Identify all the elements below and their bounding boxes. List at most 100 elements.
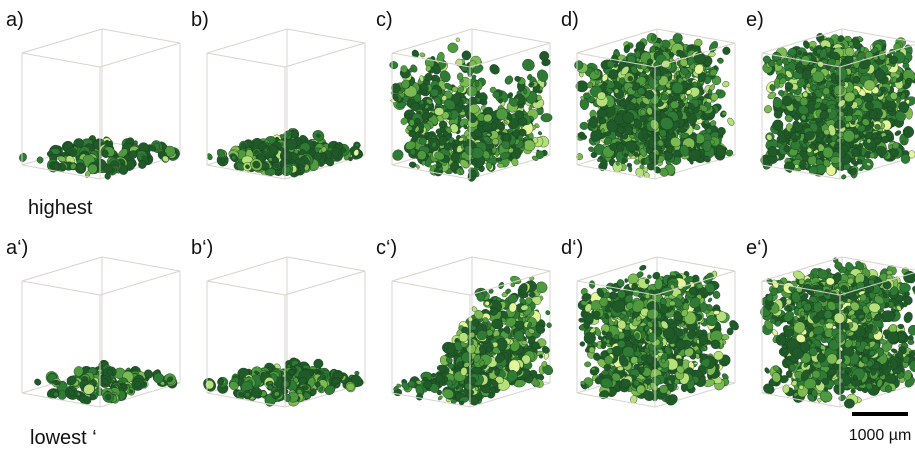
blob (644, 140, 649, 147)
blob (901, 154, 910, 164)
blob (245, 392, 250, 397)
blob (722, 47, 730, 55)
blob (432, 142, 437, 148)
cube-edge (207, 281, 285, 295)
volume (389, 37, 552, 182)
blob (843, 130, 855, 142)
panel: b‘) (191, 237, 365, 409)
blob (717, 57, 724, 64)
cube-edge (287, 29, 365, 43)
blob (503, 74, 514, 86)
blob (763, 104, 773, 114)
panel-label: d) (561, 9, 579, 31)
panel: e) (746, 9, 915, 180)
blob (18, 152, 27, 162)
volume (573, 31, 735, 179)
panel: c‘) (376, 237, 555, 407)
blob (647, 163, 655, 171)
blob (437, 365, 446, 372)
panels: a)b)c)d)e)a‘)b‘)c‘)d‘)e‘) (6, 9, 915, 409)
blob (390, 148, 405, 163)
blob (389, 61, 399, 70)
blob (409, 161, 417, 168)
cube-edge (102, 257, 180, 271)
cube-edge (100, 271, 180, 295)
panel: c) (376, 9, 552, 183)
blob (823, 88, 830, 96)
panel-label: c) (376, 9, 393, 31)
blob (103, 149, 109, 157)
blob (763, 55, 771, 63)
cube-edge (207, 257, 287, 281)
blob (475, 80, 479, 87)
blob (537, 131, 542, 136)
cube-edge (22, 53, 100, 67)
blob (707, 40, 719, 54)
blob (777, 135, 786, 143)
blob (902, 141, 906, 146)
blob (905, 78, 913, 85)
panel-label: b‘) (191, 237, 213, 259)
blob (457, 73, 463, 81)
panel: d) (561, 9, 735, 179)
blob (514, 76, 521, 82)
cube-edge (22, 29, 102, 53)
blob (635, 105, 641, 110)
blob (619, 100, 625, 107)
blob (33, 378, 42, 387)
blob (601, 159, 608, 168)
blob (434, 107, 444, 115)
figure: a)b)c)d)e)a‘)b‘)c‘)d‘)e‘) highest lowest… (0, 0, 915, 452)
panel: a‘) (6, 237, 180, 407)
blob (492, 138, 499, 145)
panel-label: c‘) (376, 237, 397, 259)
blob (546, 322, 552, 329)
volume (201, 356, 364, 409)
cube-edge (22, 257, 102, 281)
blob (497, 163, 504, 167)
panel-label: e) (746, 9, 764, 31)
cube-edge (287, 257, 365, 271)
blob (783, 145, 790, 152)
blob (332, 379, 340, 384)
blob (722, 81, 730, 88)
blob (840, 174, 846, 180)
blob (486, 162, 492, 169)
blob (36, 156, 44, 164)
panel-label: a) (6, 9, 24, 31)
blob (726, 117, 735, 127)
blob (456, 37, 460, 42)
blob (488, 62, 502, 76)
blob (627, 163, 633, 168)
blob (447, 42, 459, 54)
blob (799, 160, 806, 167)
volume (759, 33, 915, 180)
cube-edge (207, 53, 285, 67)
cube-edge (392, 29, 472, 53)
panel-label: b) (191, 9, 209, 31)
blob (535, 68, 550, 84)
blob (778, 90, 784, 96)
blob (580, 122, 589, 130)
blob (514, 330, 524, 341)
blob (522, 341, 528, 345)
blob (622, 158, 626, 164)
blob (105, 173, 111, 180)
blob (508, 294, 518, 303)
blob (874, 124, 880, 130)
blob (802, 92, 808, 98)
panel: b) (191, 9, 365, 179)
cube-edge (472, 29, 550, 43)
cube-edge (470, 43, 550, 67)
cube-edge (285, 43, 365, 67)
cube-edge (22, 281, 100, 295)
panel-label: a‘) (6, 237, 28, 259)
blob (634, 159, 640, 164)
blob (409, 119, 415, 126)
blob (520, 57, 536, 73)
blob (900, 94, 905, 99)
cube-edge (285, 271, 365, 295)
blob (53, 163, 60, 171)
cube-edge (102, 29, 180, 43)
cube-edge (207, 29, 287, 53)
